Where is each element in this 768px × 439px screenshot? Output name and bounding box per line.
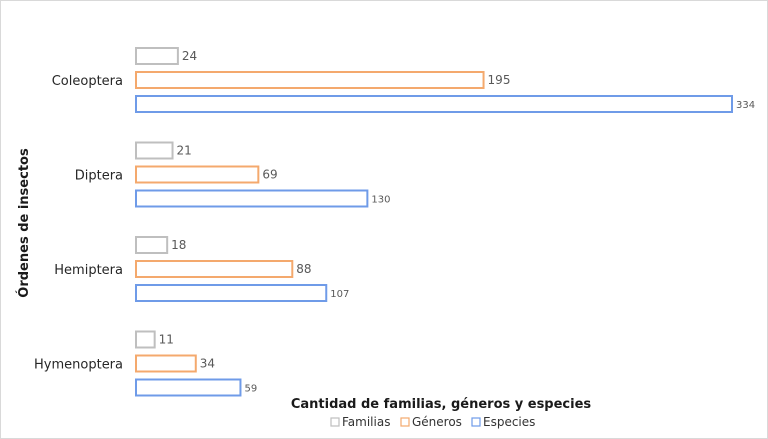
bar-familias-hymenoptera xyxy=(135,330,156,349)
y-axis-title: Órdenes de insectos xyxy=(16,148,32,298)
category-label-diptera: Diptera xyxy=(75,169,123,184)
category-label-hymenoptera: Hymenoptera xyxy=(34,358,123,373)
data-label-familias-diptera: 21 xyxy=(177,144,192,158)
legend-label-familias: Familias xyxy=(342,415,390,429)
bar-familias-hemiptera xyxy=(135,236,169,254)
legend-label-generos: Géneros xyxy=(412,415,462,429)
category-label-coleoptera: Coleoptera xyxy=(52,74,123,89)
legend-swatch-generos xyxy=(400,417,410,427)
category-labels: Coleoptera Diptera Hemiptera Hymenoptera xyxy=(34,74,123,373)
data-label-generos-hymenoptera: 34 xyxy=(200,357,215,371)
legend-swatch-especies xyxy=(471,417,481,427)
data-label-generos-diptera: 69 xyxy=(262,168,277,182)
legend-swatch-familias xyxy=(330,417,340,427)
x-axis-title: Cantidad de familias, géneros y especies xyxy=(291,397,592,412)
bar-especies-hymenoptera xyxy=(135,378,242,397)
bar-especies-coleoptera xyxy=(135,95,733,113)
bar-familias-diptera xyxy=(135,141,174,160)
data-label-familias-coleoptera: 24 xyxy=(182,49,197,63)
legend-label-especies: Especies xyxy=(483,415,535,429)
bar-generos-hymenoptera xyxy=(135,354,197,373)
data-label-generos-coleoptera: 195 xyxy=(488,73,511,87)
data-label-familias-hymenoptera: 11 xyxy=(159,333,174,347)
bars-layer: 24 195 334 21 69 130 18 88 107 11 34 59 xyxy=(135,47,755,397)
bar-especies-diptera xyxy=(135,189,369,208)
bar-especies-hemiptera xyxy=(135,284,328,302)
data-label-especies-hemiptera: 107 xyxy=(330,289,349,300)
data-label-generos-hemiptera: 88 xyxy=(296,262,311,276)
bar-generos-coleoptera xyxy=(135,71,485,89)
data-label-especies-diptera: 130 xyxy=(371,195,390,206)
data-label-especies-hymenoptera: 59 xyxy=(244,384,257,395)
bar-generos-hemiptera xyxy=(135,260,294,278)
category-label-hemiptera: Hemiptera xyxy=(54,263,123,278)
bar-generos-diptera xyxy=(135,165,260,184)
legend: Familias Géneros Especies xyxy=(330,415,535,429)
data-label-familias-hemiptera: 18 xyxy=(171,238,186,252)
bar-familias-coleoptera xyxy=(135,47,179,65)
data-label-especies-coleoptera: 334 xyxy=(736,100,755,111)
